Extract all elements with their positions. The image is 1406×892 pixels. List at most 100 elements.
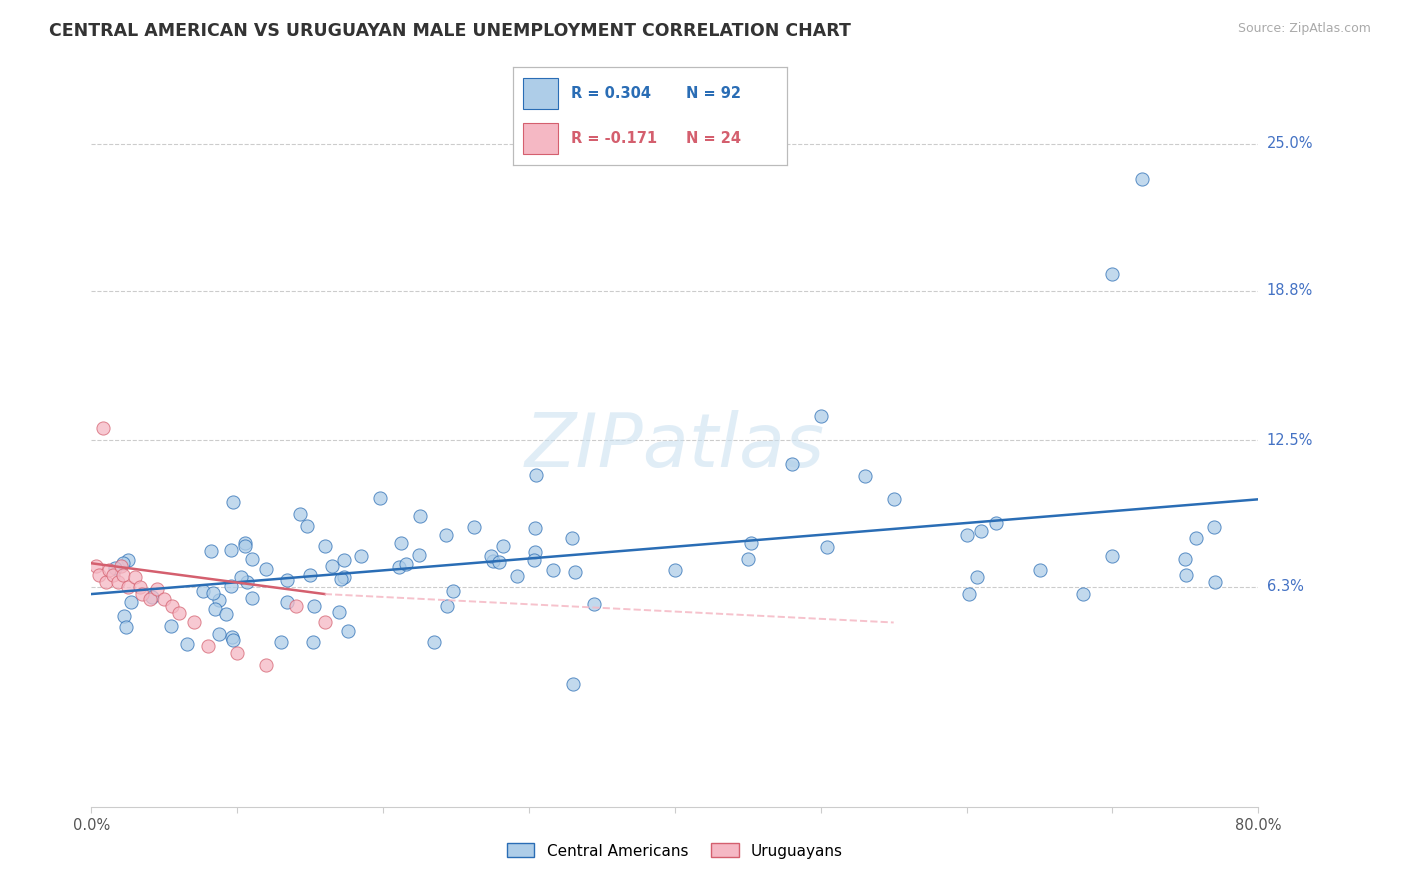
Point	[1204, 519, 1226, 533]
Point	[582, 597, 605, 611]
Point	[561, 677, 583, 691]
Point	[389, 536, 412, 550]
Point	[479, 549, 502, 564]
Point	[120, 595, 142, 609]
Point	[1130, 172, 1153, 186]
Point	[141, 590, 163, 604]
Point	[328, 605, 350, 619]
Point	[810, 409, 832, 424]
Point	[191, 583, 214, 598]
Point	[97, 563, 120, 577]
Point	[117, 580, 139, 594]
Point	[208, 626, 231, 640]
Point	[233, 536, 256, 550]
Point	[966, 569, 988, 583]
Point	[197, 639, 219, 653]
Point	[463, 520, 485, 534]
Text: 6.3%: 6.3%	[1267, 580, 1303, 594]
Point	[254, 658, 277, 673]
Text: 12.5%: 12.5%	[1267, 433, 1313, 448]
Point	[91, 421, 114, 435]
Point	[436, 599, 458, 614]
Point	[1185, 531, 1208, 545]
Point	[1101, 267, 1123, 281]
Point	[523, 521, 546, 535]
Point	[333, 553, 356, 567]
Point	[853, 468, 876, 483]
Point	[1175, 567, 1198, 582]
Point	[231, 570, 253, 584]
Point	[984, 516, 1007, 530]
Point	[337, 624, 360, 639]
Point	[350, 549, 373, 563]
Point	[1101, 549, 1123, 563]
Point	[290, 507, 312, 521]
Point	[422, 635, 444, 649]
Point	[298, 567, 321, 582]
Point	[780, 457, 803, 471]
Point	[329, 572, 352, 586]
Point	[523, 553, 546, 567]
Point	[492, 539, 515, 553]
Point	[333, 570, 356, 584]
Text: N = 24: N = 24	[686, 131, 741, 146]
Point	[1174, 551, 1197, 566]
Text: Source: ZipAtlas.com: Source: ZipAtlas.com	[1237, 22, 1371, 36]
Point	[506, 569, 529, 583]
Point	[183, 615, 205, 630]
Point	[564, 565, 586, 579]
Point	[84, 558, 107, 573]
Point	[201, 586, 224, 600]
Legend: Central Americans, Uruguayans: Central Americans, Uruguayans	[501, 838, 849, 864]
Point	[561, 531, 583, 545]
Point	[219, 543, 242, 558]
Point	[112, 568, 135, 582]
Point	[240, 552, 263, 566]
Point	[276, 573, 298, 587]
Point	[524, 467, 547, 482]
Point	[957, 587, 980, 601]
Point	[110, 558, 132, 573]
Text: N = 92: N = 92	[686, 86, 741, 101]
Point	[146, 582, 169, 597]
Point	[131, 587, 153, 601]
Text: R = 0.304: R = 0.304	[571, 86, 651, 101]
Text: R = -0.171: R = -0.171	[571, 131, 657, 146]
Point	[160, 599, 183, 613]
Point	[409, 509, 432, 524]
Point	[112, 556, 135, 570]
Point	[297, 519, 319, 533]
Point	[1204, 575, 1226, 590]
Point	[153, 591, 176, 606]
Point	[1028, 563, 1050, 577]
Point	[488, 555, 510, 569]
Point	[138, 591, 162, 606]
Text: CENTRAL AMERICAN VS URUGUAYAN MALE UNEMPLOYMENT CORRELATION CHART: CENTRAL AMERICAN VS URUGUAYAN MALE UNEMP…	[49, 22, 851, 40]
Text: ZIPatlas: ZIPatlas	[524, 410, 825, 482]
Point	[524, 545, 547, 559]
Point	[103, 568, 125, 582]
Point	[441, 584, 464, 599]
Point	[200, 544, 222, 558]
Point	[94, 575, 117, 590]
Point	[314, 539, 336, 553]
Point	[104, 560, 127, 574]
Point	[737, 551, 759, 566]
Point	[956, 528, 979, 542]
Point	[115, 619, 138, 633]
Point	[482, 554, 505, 568]
Point	[160, 619, 183, 633]
Point	[434, 528, 457, 542]
Point	[368, 491, 391, 506]
Text: 25.0%: 25.0%	[1267, 136, 1313, 152]
Point	[270, 635, 292, 649]
Point	[208, 593, 231, 607]
Point	[276, 595, 298, 609]
Point	[221, 631, 243, 645]
Point	[408, 548, 430, 562]
Point	[204, 602, 226, 616]
Point	[222, 632, 245, 647]
Point	[664, 563, 686, 577]
Point	[394, 557, 416, 571]
Point	[284, 599, 307, 613]
